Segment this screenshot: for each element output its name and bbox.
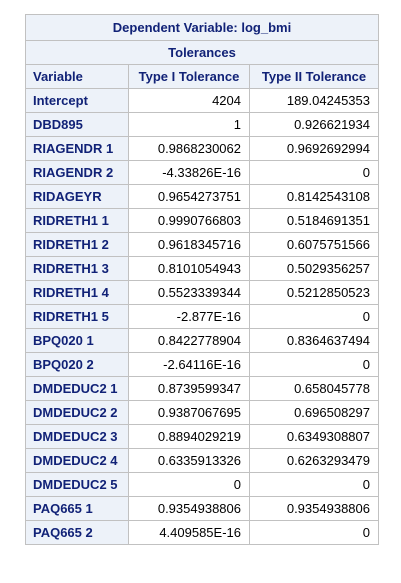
cell-type2-tolerance: 0.8142543108 (249, 184, 379, 209)
column-header-variable: Variable (25, 64, 129, 89)
row-variable-name: BPQ020 1 (25, 328, 129, 353)
row-variable-name: BPQ020 2 (25, 352, 129, 377)
cell-type2-tolerance: 0 (249, 520, 379, 545)
cell-type1-tolerance: -2.877E-16 (128, 304, 250, 329)
cell-type2-tolerance: 0.926621934 (249, 112, 379, 137)
row-variable-name: RIDRETH1 3 (25, 256, 129, 281)
cell-type1-tolerance: 0 (128, 472, 250, 497)
tolerance-table: Dependent Variable: log_bmi Tolerances V… (25, 14, 379, 545)
cell-type2-tolerance: 0.9354938806 (249, 496, 379, 521)
table-row: PAQ665 1 0.9354938806 0.9354938806 (25, 496, 379, 521)
table-row: BPQ020 1 0.8422778904 0.8364637494 (25, 328, 379, 353)
cell-type2-tolerance: 0 (249, 304, 379, 329)
cell-type1-tolerance: 0.5523339344 (128, 280, 250, 305)
cell-type2-tolerance: 0.6349308807 (249, 424, 379, 449)
table-title-row: Dependent Variable: log_bmi (25, 14, 379, 41)
table-row: DBD895 1 0.926621934 (25, 112, 379, 137)
table-row: DMDEDUC2 1 0.8739599347 0.658045778 (25, 376, 379, 401)
cell-type2-tolerance: 0.8364637494 (249, 328, 379, 353)
table-subtitle: Tolerances (25, 40, 379, 65)
table-title: Dependent Variable: log_bmi (25, 14, 379, 41)
cell-type1-tolerance: 0.9868230062 (128, 136, 250, 161)
table-row: RIDRETH1 3 0.8101054943 0.5029356257 (25, 256, 379, 281)
cell-type1-tolerance: 0.9990766803 (128, 208, 250, 233)
row-variable-name: RIDAGEYR (25, 184, 129, 209)
cell-type2-tolerance: 0.5029356257 (249, 256, 379, 281)
cell-type1-tolerance: 0.8101054943 (128, 256, 250, 281)
column-header-row: Variable Type I Tolerance Type II Tolera… (25, 64, 379, 89)
cell-type1-tolerance: -2.64116E-16 (128, 352, 250, 377)
table-row: RIDAGEYR 0.9654273751 0.8142543108 (25, 184, 379, 209)
cell-type2-tolerance: 0.5184691351 (249, 208, 379, 233)
table-row: RIDRETH1 4 0.5523339344 0.5212850523 (25, 280, 379, 305)
table-body: Intercept 4204 189.04245353 DBD895 1 0.926621… (25, 88, 379, 545)
cell-type1-tolerance: 0.6335913326 (128, 448, 250, 473)
cell-type2-tolerance: 0.658045778 (249, 376, 379, 401)
cell-type1-tolerance: 0.8739599347 (128, 376, 250, 401)
row-variable-name: DMDEDUC2 3 (25, 424, 129, 449)
row-variable-name: RIAGENDR 1 (25, 136, 129, 161)
table-row: DMDEDUC2 4 0.6335913326 0.6263293479 (25, 448, 379, 473)
row-variable-name: DMDEDUC2 4 (25, 448, 129, 473)
row-variable-name: RIAGENDR 2 (25, 160, 129, 185)
row-variable-name: RIDRETH1 5 (25, 304, 129, 329)
cell-type2-tolerance: 0.5212850523 (249, 280, 379, 305)
column-header-type1: Type I Tolerance (128, 64, 250, 89)
cell-type1-tolerance: 1 (128, 112, 250, 137)
cell-type2-tolerance: 0 (249, 160, 379, 185)
cell-type2-tolerance: 0.696508297 (249, 400, 379, 425)
cell-type1-tolerance: 4204 (128, 88, 250, 113)
cell-type1-tolerance: 4.409585E-16 (128, 520, 250, 545)
table-row: PAQ665 2 4.409585E-16 0 (25, 520, 379, 545)
column-header-type2: Type II Tolerance (249, 64, 379, 89)
row-variable-name: DMDEDUC2 5 (25, 472, 129, 497)
cell-type2-tolerance: 0.9692692994 (249, 136, 379, 161)
table-row: RIAGENDR 1 0.9868230062 0.9692692994 (25, 136, 379, 161)
row-variable-name: DMDEDUC2 1 (25, 376, 129, 401)
cell-type1-tolerance: 0.9354938806 (128, 496, 250, 521)
tolerance-table-container: Dependent Variable: log_bmi Tolerances V… (25, 14, 379, 545)
table-subtitle-row: Tolerances (25, 40, 379, 65)
row-variable-name: PAQ665 1 (25, 496, 129, 521)
table-row: DMDEDUC2 2 0.9387067695 0.696508297 (25, 400, 379, 425)
table-row: DMDEDUC2 3 0.8894029219 0.6349308807 (25, 424, 379, 449)
table-row: RIDRETH1 2 0.9618345716 0.6075751566 (25, 232, 379, 257)
table-row: RIDRETH1 5 -2.877E-16 0 (25, 304, 379, 329)
row-variable-name: RIDRETH1 1 (25, 208, 129, 233)
row-variable-name: Intercept (25, 88, 129, 113)
cell-type2-tolerance: 0.6263293479 (249, 448, 379, 473)
row-variable-name: RIDRETH1 2 (25, 232, 129, 257)
cell-type1-tolerance: 0.9618345716 (128, 232, 250, 257)
cell-type1-tolerance: 0.9387067695 (128, 400, 250, 425)
row-variable-name: DMDEDUC2 2 (25, 400, 129, 425)
cell-type2-tolerance: 0 (249, 352, 379, 377)
row-variable-name: RIDRETH1 4 (25, 280, 129, 305)
cell-type1-tolerance: 0.8894029219 (128, 424, 250, 449)
cell-type2-tolerance: 0 (249, 472, 379, 497)
cell-type1-tolerance: 0.9654273751 (128, 184, 250, 209)
table-row: RIDRETH1 1 0.9990766803 0.5184691351 (25, 208, 379, 233)
cell-type1-tolerance: 0.8422778904 (128, 328, 250, 353)
cell-type1-tolerance: -4.33826E-16 (128, 160, 250, 185)
table-row: RIAGENDR 2 -4.33826E-16 0 (25, 160, 379, 185)
table-row: Intercept 4204 189.04245353 (25, 88, 379, 113)
row-variable-name: PAQ665 2 (25, 520, 129, 545)
row-variable-name: DBD895 (25, 112, 129, 137)
table-row: BPQ020 2 -2.64116E-16 0 (25, 352, 379, 377)
cell-type2-tolerance: 189.04245353 (249, 88, 379, 113)
cell-type2-tolerance: 0.6075751566 (249, 232, 379, 257)
